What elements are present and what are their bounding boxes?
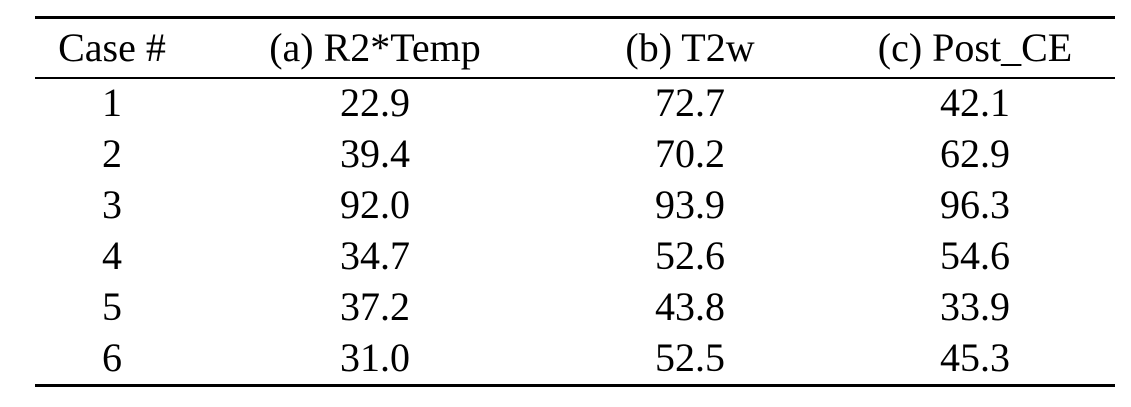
table-cell: 34.7 (340, 233, 410, 278)
case-number: 4 (102, 233, 122, 278)
table-cell: 72.7 (655, 80, 725, 125)
bottom-rule (35, 384, 1115, 387)
table-cell: 92.0 (340, 182, 410, 227)
column-header: Case # (58, 25, 166, 70)
table-cell: 52.5 (655, 335, 725, 380)
case-number: 3 (102, 182, 122, 227)
table-cell: 45.3 (940, 335, 1010, 380)
case-number: 2 (102, 131, 122, 176)
table-cell: 42.1 (940, 80, 1010, 125)
top-rule (35, 16, 1115, 19)
table-cell: 22.9 (340, 80, 410, 125)
case-number: 1 (102, 80, 122, 125)
table-cell: 31.0 (340, 335, 410, 380)
table-cell: 33.9 (940, 284, 1010, 329)
table-cell: 70.2 (655, 131, 725, 176)
table-cell: 39.4 (340, 131, 410, 176)
table-cell: 62.9 (940, 131, 1010, 176)
column-header: (b) T2w (625, 25, 755, 70)
table-cell: 52.6 (655, 233, 725, 278)
table-cell: 93.9 (655, 182, 725, 227)
case-number: 5 (102, 284, 122, 329)
table-cell: 54.6 (940, 233, 1010, 278)
table-cell: 96.3 (940, 182, 1010, 227)
case-number: 6 (102, 335, 122, 380)
column-header: (a) R2*Temp (269, 25, 481, 70)
table-cell: 37.2 (340, 284, 410, 329)
header-rule (35, 77, 1115, 79)
column-header: (c) Post_CE (877, 25, 1073, 70)
table-cell: 43.8 (655, 284, 725, 329)
